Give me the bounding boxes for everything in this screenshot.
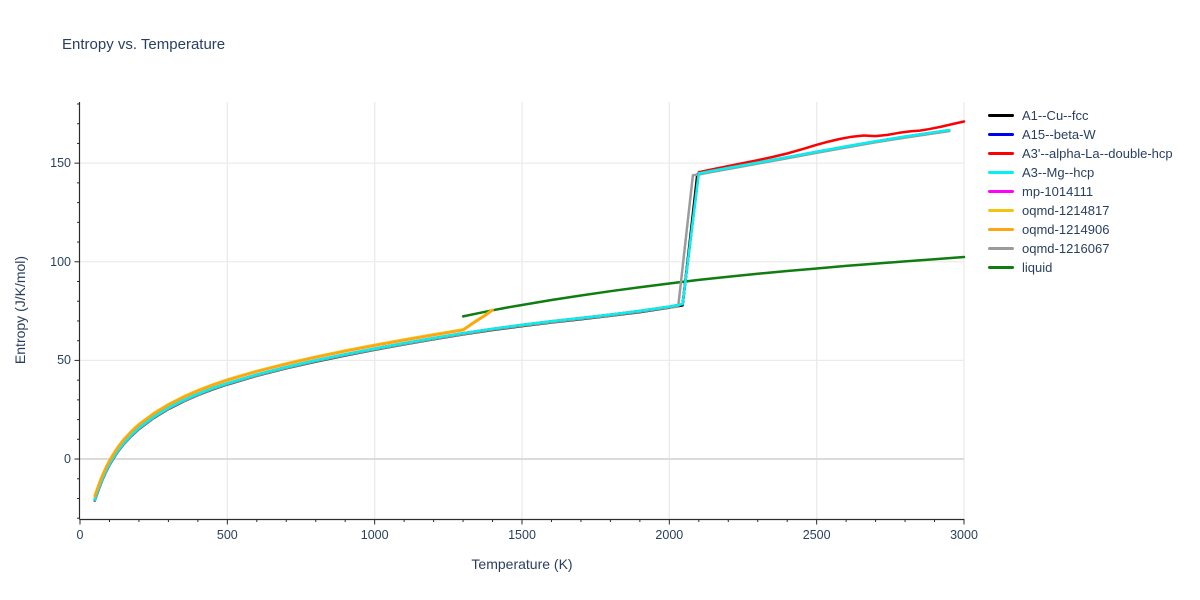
- legend-label: mp-1014111: [1022, 183, 1094, 199]
- x-axis-title: Temperature (K): [471, 556, 573, 572]
- legend-line-swatch: [988, 246, 1014, 250]
- y-tick-label: 50: [57, 353, 71, 368]
- legend-line-swatch: [988, 113, 1014, 117]
- legend-item-A3--Mg--hcp[interactable]: A3--Mg--hcp: [988, 163, 1094, 182]
- legend-item-mp-1014111[interactable]: mp-1014111: [988, 182, 1093, 201]
- legend-label: A1--Cu--fcc: [1022, 107, 1089, 123]
- legend-item-oqmd-1216067[interactable]: oqmd-1216067: [988, 239, 1109, 258]
- legend-label: A15--beta-W: [1022, 126, 1096, 142]
- legend-label: A3'--alpha-La--double-hcp: [1022, 145, 1173, 161]
- y-tick-label: 100: [50, 254, 71, 269]
- legend-item-A15--beta-W[interactable]: A15--beta-W: [988, 125, 1096, 144]
- legend-item-A1--Cu--fcc[interactable]: A1--Cu--fcc: [988, 106, 1088, 125]
- x-tick-label: 2500: [802, 528, 831, 542]
- series-line-liquid: [461, 255, 966, 318]
- series-line-oqmd-1214906: [93, 309, 494, 498]
- y-axis-title: Entropy (J/K/mol): [12, 255, 28, 365]
- legend-line-swatch: [988, 151, 1014, 155]
- legend-line-swatch: [988, 170, 1014, 174]
- legend-line-swatch: [988, 132, 1014, 136]
- legend-line-swatch: [988, 208, 1014, 212]
- x-tick-label: 1500: [508, 528, 536, 542]
- series-line-A3--Mg--hcp: [93, 128, 951, 501]
- legend-item-oqmd-1214817[interactable]: oqmd-1214817: [988, 201, 1109, 220]
- series-line-A3'--alpha-La--double-hcp: [93, 120, 966, 501]
- legend-item-A3'--alpha-La--double-hcp[interactable]: A3'--alpha-La--double-hcp: [988, 144, 1173, 163]
- legend-label: oqmd-1216067: [1022, 240, 1110, 256]
- legend-label: A3--Mg--hcp: [1022, 164, 1095, 180]
- x-tick-label: 1000: [360, 528, 389, 542]
- legend-label: liquid: [1022, 259, 1053, 275]
- y-tick-label: 0: [64, 452, 71, 467]
- x-tick-label: 500: [216, 528, 238, 542]
- x-tick-label: 0: [76, 528, 84, 542]
- y-tick-label: 150: [50, 156, 71, 171]
- chart-title: Entropy vs. Temperature: [62, 36, 226, 53]
- legend-label: oqmd-1214906: [1022, 221, 1110, 237]
- legend-item-oqmd-1214906[interactable]: oqmd-1214906: [988, 220, 1109, 239]
- legend-item-liquid[interactable]: liquid: [988, 258, 1052, 277]
- x-tick-label: 2000: [655, 528, 684, 542]
- legend-line-swatch: [988, 227, 1014, 231]
- legend-line-swatch: [988, 189, 1014, 193]
- x-tick-label: 3000: [950, 528, 978, 542]
- legend-line-swatch: [988, 265, 1014, 269]
- legend-label: oqmd-1214817: [1022, 202, 1110, 218]
